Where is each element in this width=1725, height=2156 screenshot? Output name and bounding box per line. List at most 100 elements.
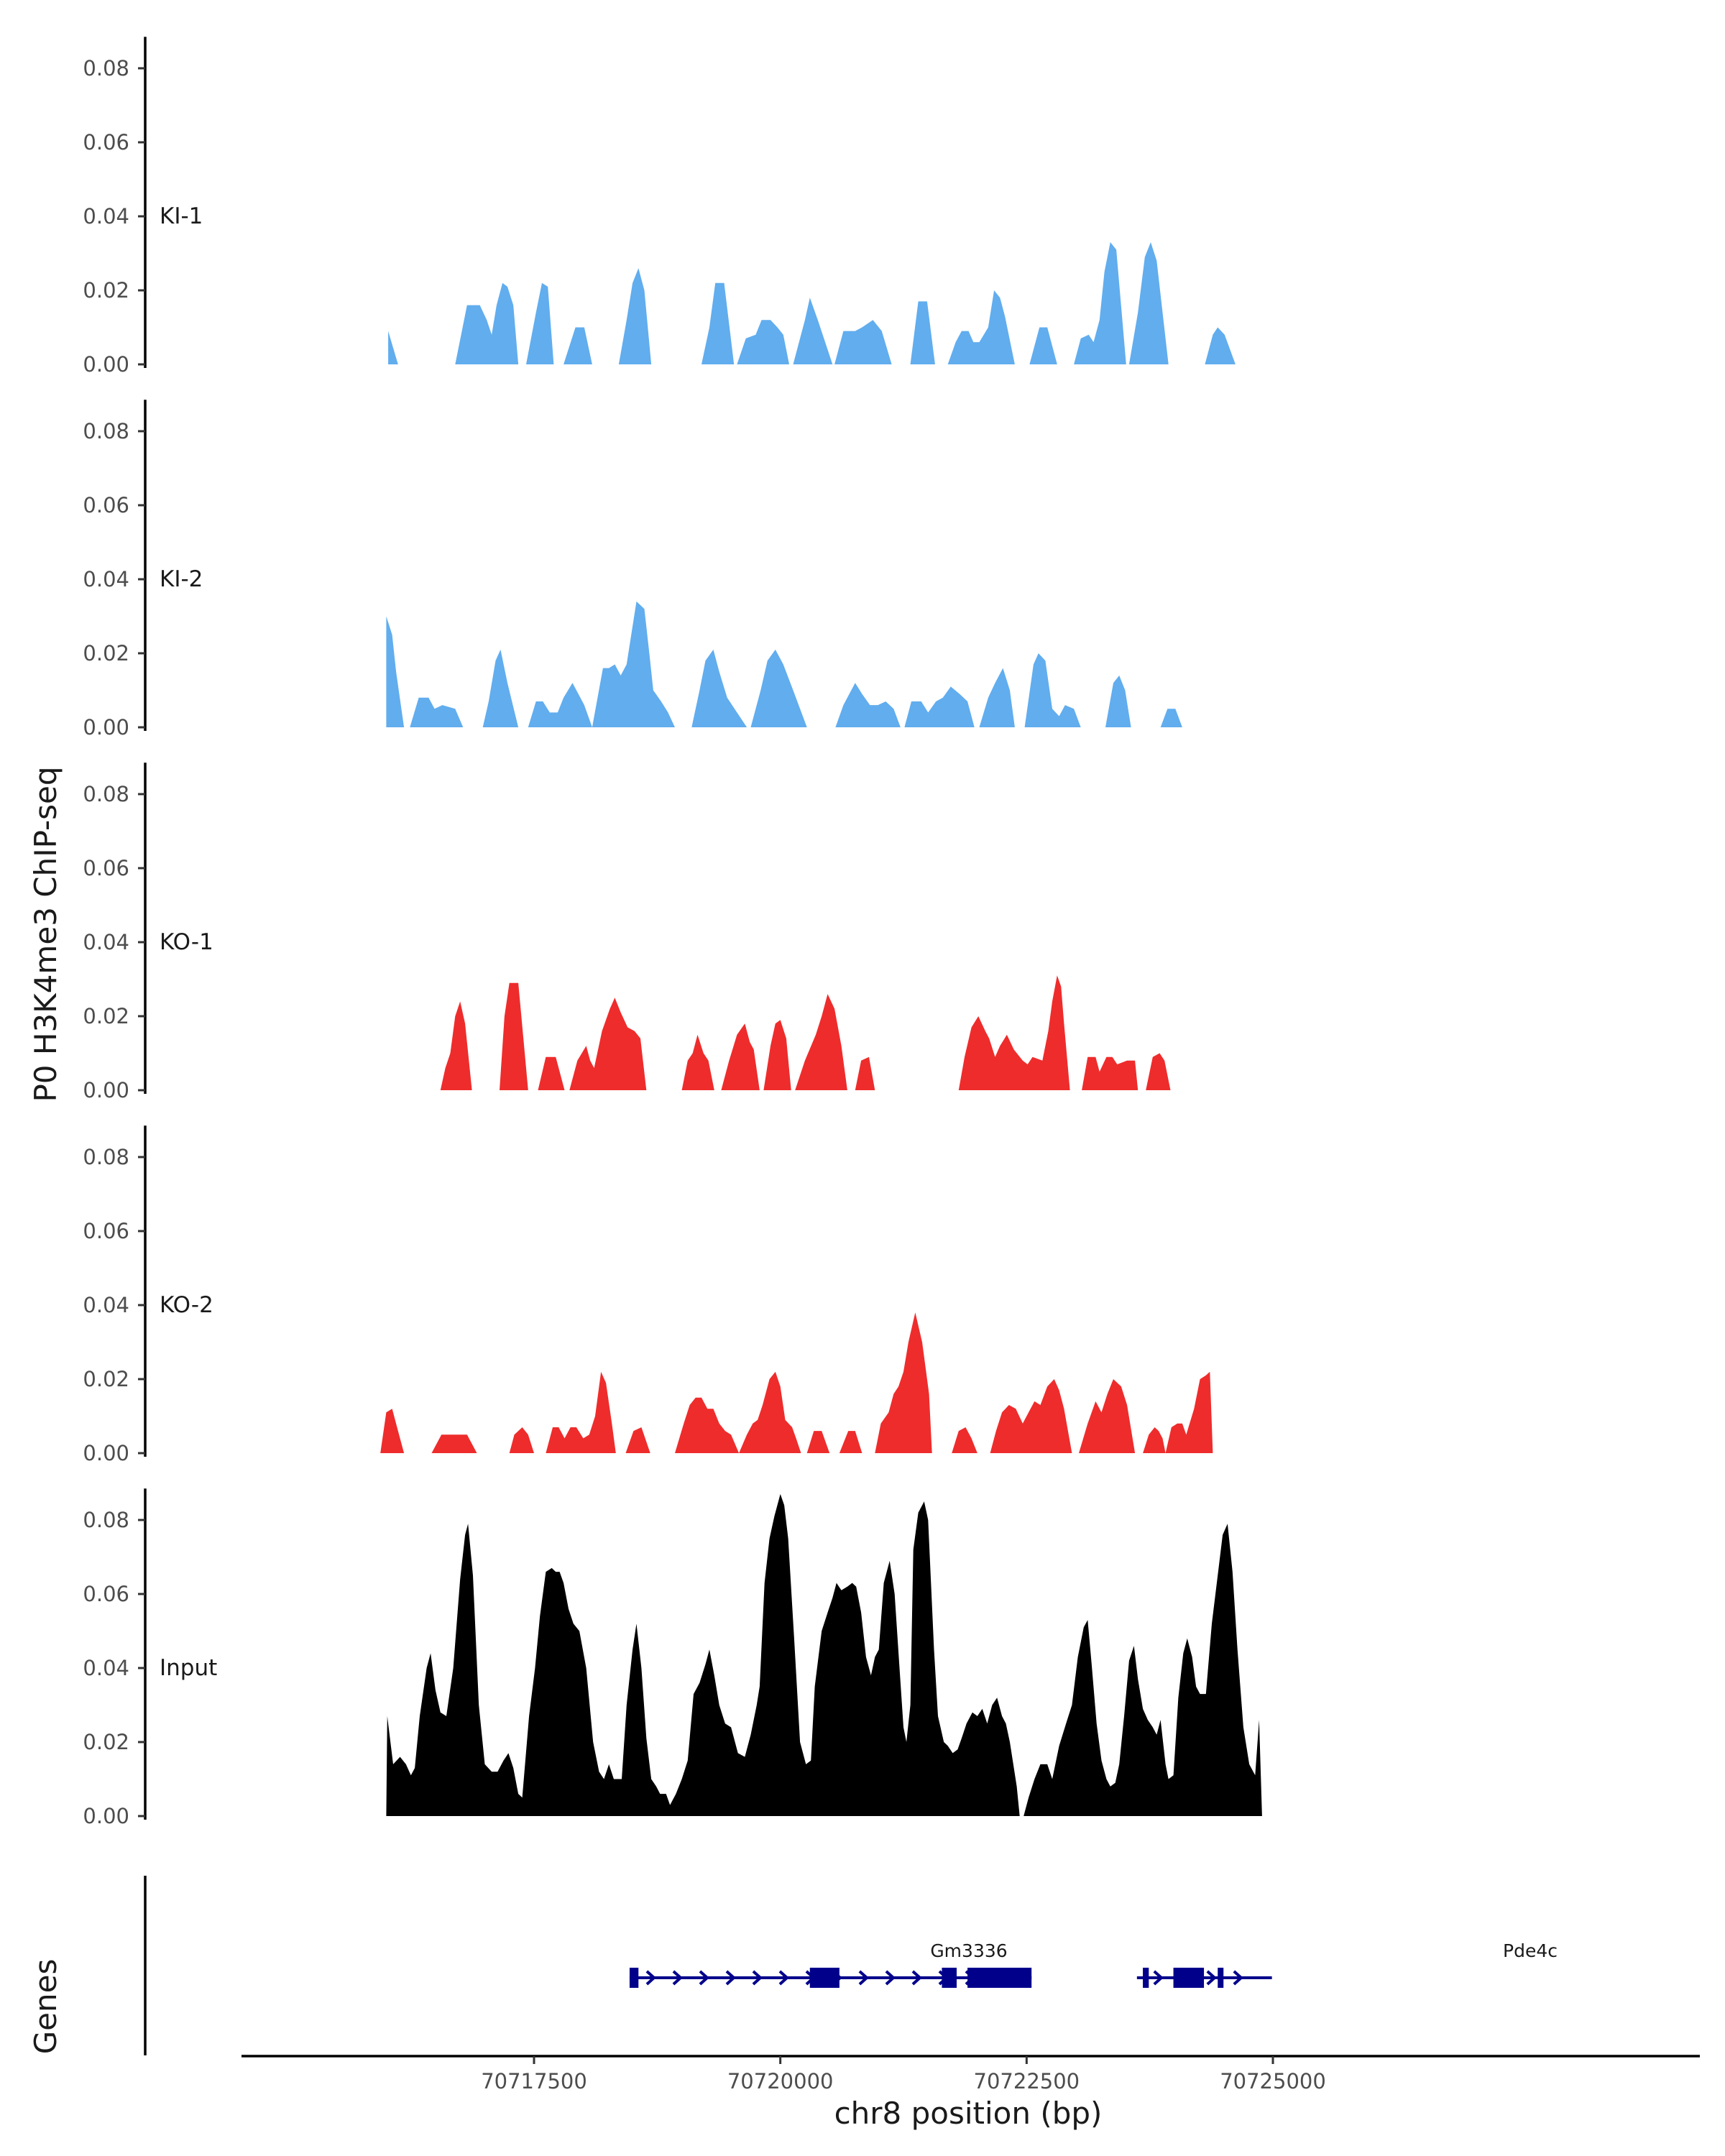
signal-area [721,1023,760,1090]
signal-area [410,697,464,727]
signal-area [564,327,592,364]
track-label: KO-2 [160,1292,213,1318]
signal-area [1029,327,1057,364]
strand-arrow [1233,1970,1243,1986]
signal-area [526,282,554,364]
signal-area [1146,1053,1171,1090]
strand-arrow [1153,1970,1164,1986]
exon [1218,1968,1224,1988]
signal-area [1105,675,1131,727]
track-label: KI-1 [160,203,203,229]
y-tick-label: 0.04 [83,1656,129,1680]
signal-area [1143,1427,1166,1453]
gene-label: Gm3336 [930,1940,1007,1961]
signal-area [952,1427,978,1453]
signal-area [440,1001,472,1090]
genes-track-title: Genes [28,1959,63,2055]
signal-area [739,1371,801,1453]
x-axis: 70717500 70720000 70722500 70725000 [242,2055,1700,2093]
y-tick-label: 0.02 [83,641,129,665]
y-tick-label: 0.04 [83,930,129,954]
y-tick-label: 0.08 [83,419,129,443]
signal-area [904,686,975,727]
signal-area [1128,242,1169,364]
signal-area [947,290,1015,364]
signal-area [431,1434,477,1453]
y-tick-label: 0.06 [83,1582,129,1606]
signal-area [569,998,647,1090]
exon [967,1968,1032,1988]
signal-area [1079,1379,1136,1453]
signal-area [875,1312,932,1453]
signal-area [958,975,1070,1090]
genes-track: Gm3336 Pde4c [144,1876,1558,2055]
strand-arrow [1206,1970,1217,1986]
y-tick-label: 0.00 [83,1804,129,1828]
y-tick-label: 0.04 [83,204,129,229]
signal-area [1160,709,1182,727]
signal-area [455,282,519,364]
y-tick-label: 0.00 [83,1078,129,1102]
signal-area [1205,327,1236,364]
x-tick-label: 70722500 [974,2069,1080,2093]
track-label: KO-1 [160,929,213,955]
track-ko-2: 0.00 0.02 0.04 0.06 0.08 KO-2 [83,1125,1213,1465]
signal-area [795,994,847,1090]
tracks-layer: 0.00 0.02 0.04 0.06 0.08 KI-1 0.00 0.02 0.04 0.06… [83,37,1262,1828]
y-tick-label: 0.06 [83,130,129,155]
strand-arrow [752,1970,763,1986]
y-tick-label: 0.02 [83,1367,129,1391]
track-input: 0.00 0.02 0.04 0.06 0.08 Input [83,1488,1262,1828]
signal-area [675,1397,740,1453]
y-tick-label: 0.08 [83,1508,129,1532]
signal-area [835,683,901,727]
signal-area [1024,653,1081,727]
signal-area [910,301,935,364]
y-tick-label: 0.06 [83,493,129,517]
strand-arrow [885,1970,896,1986]
signal-area [691,649,748,727]
signal-area [528,683,592,727]
x-tick-label: 70717500 [481,2069,587,2093]
y-tick-label: 0.04 [83,567,129,591]
strand-arrow [699,1970,709,1986]
signal-area [990,1379,1072,1453]
signal-area [500,982,528,1090]
signal-area [618,268,652,364]
signal-area [380,1409,405,1453]
y-tick-label: 0.02 [83,1004,129,1028]
signal-area [1082,1056,1138,1090]
y-axis-title: P0 H3K4me3 ChIP-seq [28,766,63,1102]
y-tick-label: 0.06 [83,1219,129,1243]
strand-arrow [645,1970,656,1986]
signal-area [1024,1524,1262,1816]
signal-area [855,1056,875,1090]
signal-area [979,668,1015,727]
x-tick-label: 70725000 [1220,2069,1326,2093]
signal-area [386,616,405,727]
signal-area [546,1371,616,1453]
exon [1143,1968,1149,1988]
exon [942,1968,957,1988]
y-tick-label: 0.08 [83,782,129,806]
signal-area [839,1431,862,1453]
gene-pde4c: Pde4c [1136,1940,1558,1988]
y-tick-label: 0.06 [83,856,129,880]
y-tick-label: 0.04 [83,1293,129,1317]
signal-area [806,1431,830,1453]
y-tick-label: 0.00 [83,352,129,377]
signal-area [625,1427,650,1453]
exon [629,1968,639,1988]
signal-area [793,298,833,364]
signal-area [482,649,519,727]
strand-arrow [858,1970,869,1986]
strand-arrow [778,1970,789,1986]
y-tick-label: 0.00 [83,715,129,740]
track-ki-1: 0.00 0.02 0.04 0.06 0.08 KI-1 [83,37,1236,377]
gene-gm3336: Gm3336 [629,1940,1032,1988]
x-tick-label: 70720000 [727,2069,834,2093]
signal-area [1165,1371,1213,1453]
strand-arrow [672,1970,683,1986]
signal-area [1074,242,1126,364]
